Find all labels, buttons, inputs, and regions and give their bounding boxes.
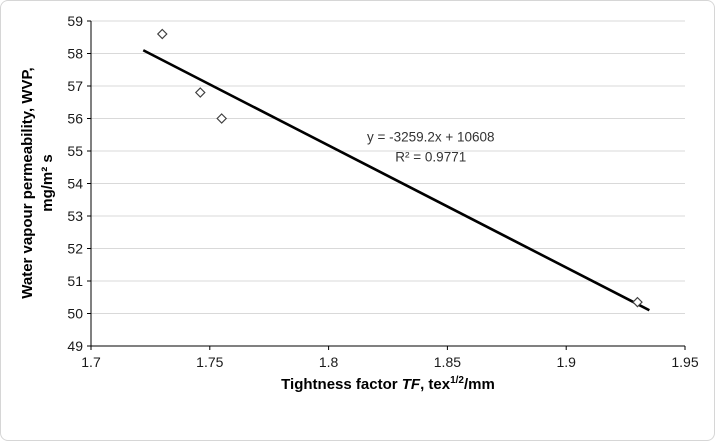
y-axis-title: Water vapour permeability, WVP, mg/m² s: [18, 13, 60, 353]
y-tick-label: 55: [67, 143, 83, 159]
data-point-marker: [632, 296, 643, 308]
x-axis-title-superscript: 1/2: [450, 375, 464, 386]
y-tick-label: 58: [67, 46, 83, 62]
r-squared-label: R² = 0.9771: [395, 149, 466, 164]
y-tick-label: 51: [67, 273, 83, 289]
data-point-marker: [194, 87, 206, 98]
x-tick-label: 1.7: [81, 354, 101, 370]
x-tick-label: 1.9: [556, 354, 576, 370]
x-axis-title-mid: , tex: [420, 376, 451, 393]
y-tick-label: 52: [67, 241, 83, 257]
data-point-marker: [156, 28, 168, 40]
x-axis-title: Tightness factor TF, tex1/2/mm: [91, 375, 685, 393]
x-axis-title-symbol: TF: [401, 376, 421, 393]
x-tick-label: 1.85: [434, 354, 461, 370]
y-tick-label: 54: [67, 176, 83, 192]
x-axis-title-prefix: Tightness factor: [281, 376, 402, 393]
data-point-marker: [216, 113, 228, 124]
x-tick-label: 1.8: [319, 354, 339, 370]
y-tick-label: 50: [67, 306, 83, 322]
y-tick-label: 56: [67, 111, 83, 127]
x-axis-title-suffix: /mm: [464, 376, 495, 393]
y-tick-label: 53: [67, 208, 83, 224]
x-tick-label: 1.95: [671, 354, 698, 370]
y-axis-title-line-2: mg/m² s: [39, 154, 56, 212]
y-tick-label: 59: [67, 13, 83, 29]
y-tick-label: 57: [67, 78, 83, 94]
y-tick-label: 49: [67, 338, 83, 354]
y-axis-title-line-1: Water vapour permeability, WVP,: [19, 67, 36, 299]
x-tick-label: 1.75: [196, 354, 223, 370]
trendline: [142, 49, 650, 312]
trendline-equation: y = -3259.2x + 10608: [367, 129, 495, 144]
